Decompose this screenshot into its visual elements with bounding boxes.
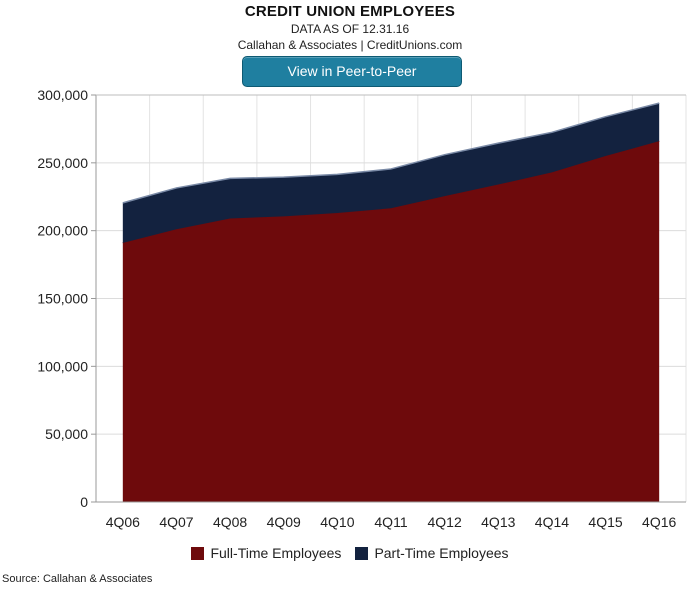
legend-swatch-full-time <box>191 546 205 560</box>
chart-title: CREDIT UNION EMPLOYEES <box>244 3 456 20</box>
y-tick-label: 0 <box>80 494 88 510</box>
legend-label-part-time: Part-Time Employees <box>374 545 509 561</box>
y-tick-label: 50,000 <box>45 426 88 442</box>
y-tick-label: 300,000 <box>37 87 88 103</box>
chart-legend: Full-Time Employees Part-Time Employees <box>0 545 700 561</box>
x-tick-label: 4Q15 <box>588 514 622 530</box>
x-tick-label: 4Q14 <box>535 514 569 530</box>
x-tick-label: 4Q16 <box>642 514 676 530</box>
x-tick-label: 4Q08 <box>213 514 247 530</box>
x-tick-label: 4Q06 <box>106 514 140 530</box>
y-tick-label: 150,000 <box>37 291 88 307</box>
x-tick-label: 4Q09 <box>267 514 301 530</box>
legend-item-part-time[interactable]: Part-Time Employees <box>355 545 509 561</box>
y-tick-label: 100,000 <box>37 358 88 374</box>
x-tick-label: 4Q10 <box>320 514 354 530</box>
x-tick-label: 4Q13 <box>481 514 515 530</box>
y-tick-label: 250,000 <box>37 155 88 171</box>
x-tick-label: 4Q11 <box>374 514 407 530</box>
y-tick-label: 200,000 <box>37 223 88 239</box>
axes: 0 50,000 100,000 150,000 200,000 250,000 300,0… <box>37 87 686 530</box>
area-series-full-time-employees[interactable] <box>122 141 660 503</box>
legend-label-full-time: Full-Time Employees <box>210 545 342 561</box>
view-in-peer-to-peer-button[interactable]: View in Peer-to-Peer <box>242 56 462 87</box>
x-tick-label: 4Q12 <box>428 514 462 530</box>
areas <box>122 102 660 503</box>
legend-swatch-part-time <box>355 546 369 560</box>
chart-credit: Callahan & Associates | CreditUnions.com <box>237 38 463 52</box>
legend-item-full-time[interactable]: Full-Time Employees <box>191 545 341 561</box>
x-tick-label: 4Q07 <box>159 514 193 530</box>
source-note: Source: Callahan & Associates <box>2 573 153 585</box>
employees-area-chart: 0 50,000 100,000 150,000 200,000 250,000 300,0… <box>37 87 687 530</box>
chart-subtitle: DATA AS OF 12.31.16 <box>290 22 410 36</box>
